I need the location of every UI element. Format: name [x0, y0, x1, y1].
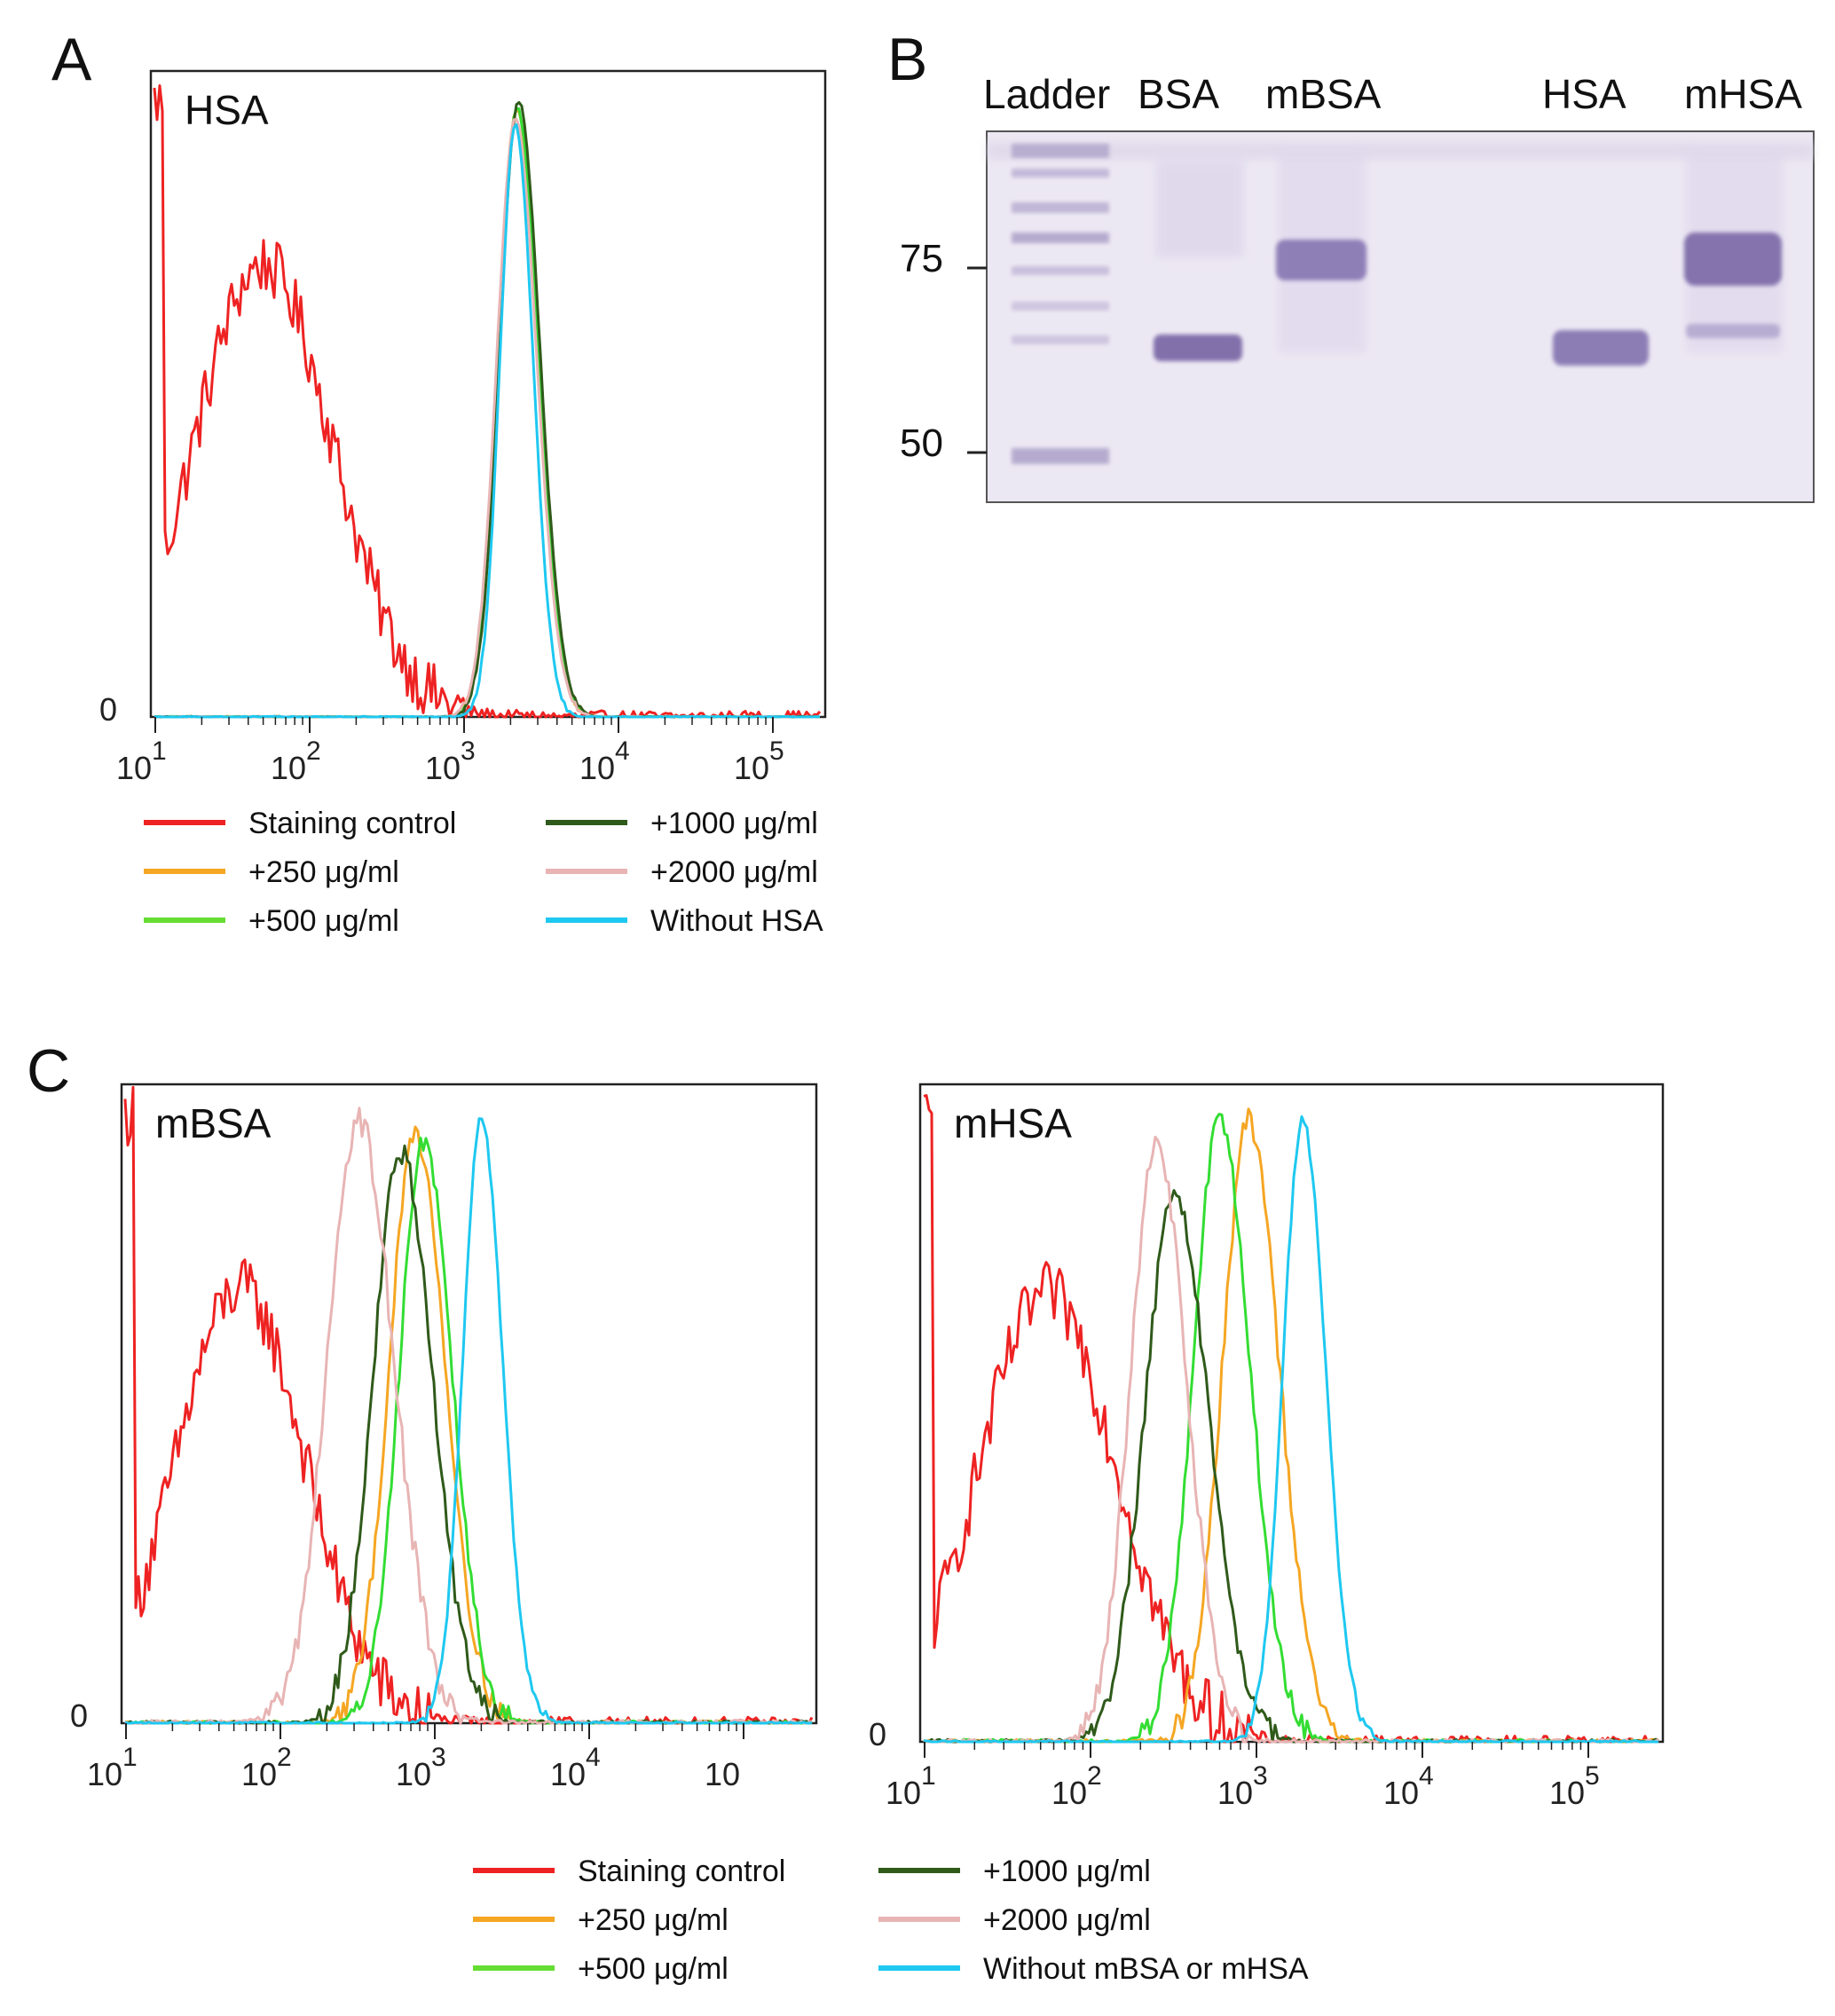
x-tick-label: 10 — [1051, 1775, 1087, 1811]
x-tick-exponent: 1 — [122, 1743, 138, 1772]
plot-title: mHSA — [954, 1100, 1072, 1146]
plot-title: HSA — [185, 87, 269, 133]
x-tick-exponent: 3 — [1253, 1761, 1268, 1791]
plot-frame — [149, 69, 827, 719]
x-tick-label: 10 — [550, 1756, 586, 1792]
x-tick-label: 10 — [705, 1756, 740, 1792]
y-tick-zero: 0 — [99, 691, 117, 728]
lane-label-mhsa: mHSA — [1684, 71, 1802, 117]
band-mhsa — [1684, 232, 1782, 286]
x-tick-label: 10 — [116, 750, 152, 786]
x-tick-exponent: 4 — [1419, 1761, 1434, 1791]
plot-frame — [918, 1083, 1665, 1744]
x-tick-label: 10 — [1549, 1775, 1585, 1811]
legend-label: +1000 μg/ml — [650, 807, 818, 840]
lane-smear-bsa — [1155, 160, 1244, 257]
x-tick-exponent: 2 — [306, 736, 321, 766]
plot-frame — [120, 1083, 818, 1725]
x-tick-exponent: 4 — [586, 1743, 601, 1772]
x-tick-exponent: 2 — [1087, 1761, 1102, 1791]
legend-panel-a: Staining control +250 μg/ml +500 μg/ml +100… — [144, 807, 823, 938]
legend-panel-c: Staining control +250 μg/ml +500 μg/ml +100… — [473, 1855, 1309, 1986]
legend-label: +500 μg/ml — [578, 1952, 728, 1986]
x-tick-exponent: 5 — [1585, 1761, 1600, 1791]
series-line-without — [924, 1114, 1658, 1744]
plot-title: mBSA — [155, 1100, 272, 1146]
x-tick-exponent: 5 — [769, 736, 784, 766]
x-tick-label: 10 — [886, 1775, 921, 1811]
y-tick-zero: 0 — [869, 1716, 886, 1752]
marker-label-50: 50 — [900, 421, 943, 465]
marker-label-75: 75 — [900, 237, 943, 280]
panel-letter-a: A — [51, 26, 92, 93]
x-tick-exponent: 1 — [921, 1761, 936, 1791]
x-tick-label: 10 — [1217, 1775, 1253, 1811]
x-tick-exponent: 1 — [152, 736, 167, 766]
x-tick-label: 10 — [425, 750, 461, 786]
gel-panel: 75 50 Ladder BSA mBSA HSA mHSA — [900, 71, 1815, 503]
x-tick-label: 10 — [87, 1756, 122, 1792]
lane-label-ladder: Ladder — [983, 71, 1110, 117]
x-tick-exponent: 3 — [431, 1743, 446, 1772]
lane-label-mbsa: mBSA — [1265, 71, 1382, 117]
x-tick-exponent: 4 — [615, 736, 630, 766]
legend-label: Staining control — [248, 807, 456, 840]
lane-label-hsa: HSA — [1542, 71, 1626, 117]
band-mbsa — [1276, 240, 1366, 280]
legend-label: Without mBSA or mHSA — [983, 1952, 1309, 1986]
x-tick-label: 10 — [579, 750, 615, 786]
x-tick-label: 10 — [271, 750, 306, 786]
ladder-bands — [1012, 144, 1109, 464]
legend-label: +1000 μg/ml — [983, 1855, 1151, 1888]
legend-label: +500 μg/ml — [248, 904, 399, 938]
x-tick-label: 10 — [241, 1756, 277, 1792]
gel-background — [986, 130, 1815, 503]
band-bsa — [1154, 335, 1242, 361]
panel-letter-c: C — [27, 1037, 70, 1105]
x-tick-exponent: 3 — [461, 736, 476, 766]
band-mhsa-lower — [1686, 324, 1780, 338]
legend-label: +250 μg/ml — [248, 855, 399, 889]
gel-well-edge — [987, 142, 1814, 160]
y-tick-zero: 0 — [70, 1697, 88, 1734]
legend-label: Without HSA — [650, 904, 823, 938]
legend-label: +2000 μg/ml — [650, 855, 818, 889]
legend-label: +2000 μg/ml — [983, 1903, 1151, 1937]
legend-label: Staining control — [578, 1855, 785, 1888]
x-tick-label: 10 — [1383, 1775, 1419, 1811]
x-tick-exponent: 2 — [277, 1743, 292, 1772]
lane-label-bsa: BSA — [1138, 71, 1219, 117]
x-tick-label: 10 — [734, 750, 769, 786]
panel-letter-b: B — [887, 26, 927, 93]
band-hsa — [1553, 330, 1649, 366]
series-line-without — [154, 122, 821, 719]
x-tick-label: 10 — [396, 1756, 431, 1792]
legend-label: +250 μg/ml — [578, 1903, 728, 1937]
